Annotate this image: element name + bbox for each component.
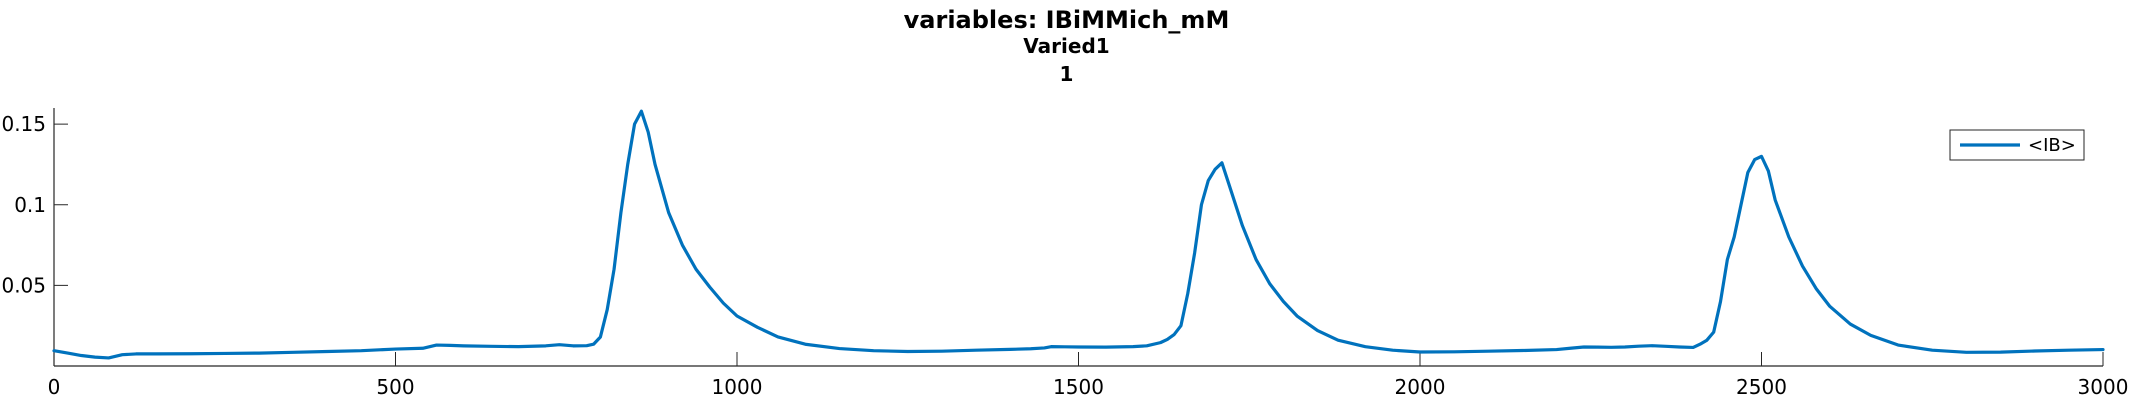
axes (53, 108, 2103, 367)
y-tick-label: 0.1 (14, 193, 46, 217)
x-tick-label: 0 (48, 375, 61, 399)
series-line-0 (52, 109, 2105, 360)
x-tick-label: 2000 (1395, 375, 1446, 399)
legend[interactable]: <IB> (1949, 129, 2085, 161)
y-tick-label: 0.05 (1, 273, 46, 297)
series-lines (52, 109, 2105, 360)
chart-title: variables: IBiMMich_mM (903, 6, 1230, 34)
x-tick-label: 1000 (712, 375, 763, 399)
chart-subtitle: Varied1 (1023, 34, 1110, 58)
x-tick-label: 1500 (1053, 375, 1104, 399)
chart-subtitle-2: 1 (1059, 62, 1074, 86)
legend-entry-label: <IB> (2028, 135, 2076, 156)
x-tick-label: 2500 (1736, 375, 1787, 399)
y-tick-label: 0.15 (1, 112, 46, 136)
x-tick-label: 500 (376, 375, 414, 399)
ticks: 0 500 1000 1500 2000 2500 3000 0.05 0.1 0.15 (1, 112, 2128, 399)
x-tick-label: 3000 (2078, 375, 2129, 399)
